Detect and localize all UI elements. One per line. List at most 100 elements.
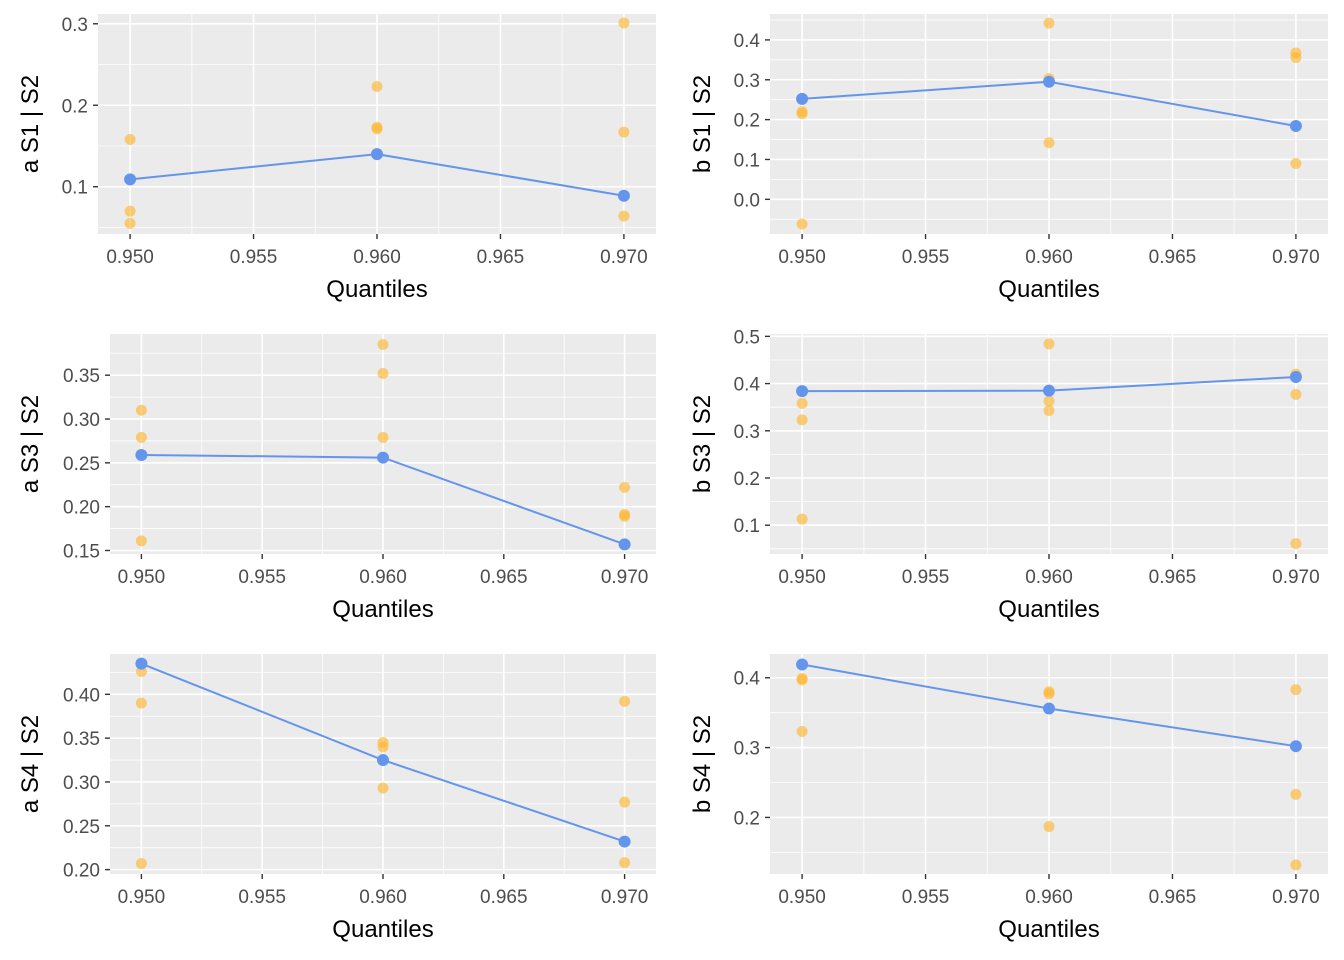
observation-point (371, 81, 383, 93)
y-tick-label: 0.1 (62, 178, 88, 199)
y-tick-label: 0.2 (734, 469, 760, 490)
observation-point (1043, 688, 1055, 700)
x-tick-label: 0.970 (601, 887, 649, 908)
observation-point (135, 535, 147, 547)
x-tick-label: 0.970 (600, 247, 648, 268)
y-tick-label: 0.1 (734, 150, 760, 171)
y-axis-title: a S1 | S2 (17, 75, 44, 173)
observation-point (377, 431, 389, 443)
y-axis-title: b S3 | S2 (689, 395, 716, 493)
y-tick-label: 0.40 (63, 685, 100, 706)
observation-point (135, 857, 147, 869)
observation-point (796, 674, 808, 686)
observation-point (1290, 51, 1302, 63)
observation-point (377, 339, 389, 351)
mean-point (1043, 702, 1055, 715)
x-tick-label: 0.960 (359, 567, 407, 588)
x-tick-label: 0.955 (230, 247, 278, 268)
x-tick-label: 0.955 (238, 887, 286, 908)
y-tick-label: 0.20 (63, 861, 100, 882)
x-tick-label: 0.965 (477, 247, 525, 268)
observation-point (377, 782, 389, 794)
y-tick-label: 0.35 (63, 366, 100, 387)
mean-point (617, 189, 630, 202)
x-tick-label: 0.960 (1025, 247, 1073, 268)
y-tick-label: 0.4 (734, 669, 761, 690)
x-tick-label: 0.965 (1149, 887, 1197, 908)
x-tick-label: 0.950 (106, 247, 154, 268)
observation-point (1043, 395, 1055, 407)
observation-point (1290, 388, 1302, 400)
observation-point (1290, 157, 1302, 169)
observation-point (618, 210, 630, 222)
chart-panel-2: 0.950 0.955 0.960 0.965 0.970 0.0 0.1 0.2 0.3 0.4… (689, 14, 1328, 303)
x-axis-title: Quantiles (998, 596, 1099, 623)
observation-point (124, 133, 136, 145)
observation-point (1290, 788, 1302, 800)
mean-point (618, 538, 631, 551)
x-tick-label: 0.965 (1149, 247, 1197, 268)
mean-point (377, 451, 389, 464)
observation-point (1043, 137, 1055, 149)
y-axis-title: b S1 | S2 (689, 75, 716, 173)
x-tick-label: 0.960 (1025, 567, 1073, 588)
observation-point (377, 741, 389, 753)
observation-point (1290, 538, 1302, 550)
observation-point (371, 123, 383, 135)
x-tick-label: 0.950 (778, 887, 826, 908)
observation-point (619, 695, 631, 707)
y-tick-label: 0.5 (734, 327, 760, 348)
x-tick-label: 0.955 (238, 567, 286, 588)
observation-point (377, 367, 389, 379)
y-tick-label: 0.4 (734, 31, 761, 52)
y-tick-label: 0.2 (734, 808, 760, 829)
x-tick-label: 0.965 (480, 887, 528, 908)
observation-point (1043, 821, 1055, 833)
mean-point (377, 754, 389, 767)
observation-point (796, 414, 808, 426)
y-tick-label: 0.25 (63, 454, 100, 475)
y-tick-label: 0.1 (734, 516, 760, 537)
x-tick-label: 0.965 (1149, 567, 1197, 588)
x-tick-label: 0.955 (902, 887, 950, 908)
observation-point (135, 431, 147, 443)
x-axis-title: Quantiles (326, 276, 427, 303)
y-axis-title: a S4 | S2 (17, 715, 44, 813)
mean-point (135, 657, 148, 670)
y-tick-label: 0.2 (734, 111, 760, 132)
observation-point (796, 218, 808, 230)
y-tick-label: 0.25 (63, 817, 100, 838)
mean-point (1043, 75, 1055, 88)
y-axis-title: b S4 | S2 (689, 715, 716, 813)
x-axis-title: Quantiles (998, 916, 1099, 943)
observation-point (796, 726, 808, 738)
x-axis-title: Quantiles (332, 596, 433, 623)
x-tick-label: 0.965 (480, 567, 528, 588)
chart-panel-1: 0.950 0.955 0.960 0.965 0.970 0.1 0.2 0.3 Quanti… (17, 14, 656, 303)
chart-panel-5: 0.950 0.955 0.960 0.965 0.970 0.20 0.25 0.30 0.3… (17, 654, 656, 943)
y-axis-title: a S3 | S2 (17, 395, 44, 493)
observation-point (135, 697, 147, 709)
mean-point (796, 658, 809, 671)
mean-point (1043, 384, 1055, 397)
y-tick-label: 0.2 (62, 96, 88, 117)
y-tick-label: 0.3 (62, 15, 88, 36)
mean-point (1289, 119, 1302, 132)
x-tick-label: 0.950 (118, 567, 166, 588)
observation-point (796, 106, 808, 118)
observation-point (1290, 859, 1302, 871)
mean-point (371, 148, 383, 161)
x-tick-label: 0.955 (902, 247, 950, 268)
x-tick-label: 0.950 (118, 887, 166, 908)
mean-point (796, 385, 809, 398)
observation-point (124, 217, 136, 229)
mean-point (796, 92, 809, 105)
x-axis-title: Quantiles (332, 916, 433, 943)
y-tick-label: 0.3 (734, 422, 760, 443)
y-tick-label: 0.15 (63, 541, 100, 562)
observation-point (619, 510, 631, 522)
y-tick-label: 0.3 (734, 739, 760, 760)
observation-point (619, 796, 631, 808)
x-tick-label: 0.960 (353, 247, 401, 268)
mean-point (1289, 740, 1302, 753)
